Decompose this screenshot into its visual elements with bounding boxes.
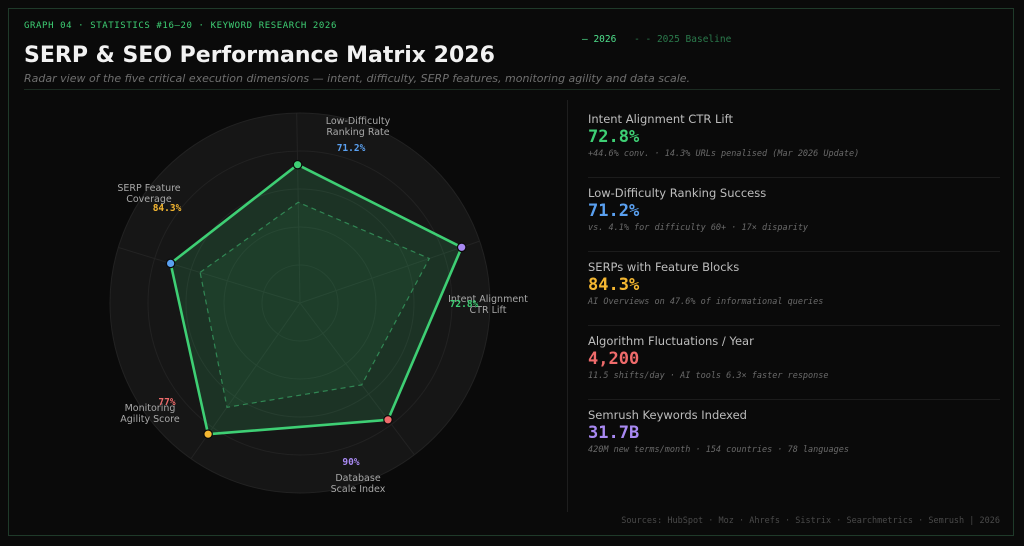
stat-card: Semrush Keywords Indexed 31.7B 420M new te… [588, 400, 1000, 473]
axis-label: Low-Difficulty Ranking Rate [326, 116, 391, 138]
axis-label-line: Monitoring [125, 403, 176, 414]
stat-card: Low-Difficulty Ranking Success 71.2% vs. 4… [588, 178, 1000, 252]
radar-spoke [299, 240, 480, 304]
value-label: 77% [158, 397, 175, 408]
axis-label-line: Database [335, 473, 380, 484]
sources-footer: Sources: HubSpot · Moz · Ahrefs · Sistri… [621, 516, 1000, 526]
axis-label-line: Agility Score [120, 414, 180, 425]
axis-label: Database Scale Index [331, 473, 386, 495]
radar-ring [147, 150, 453, 456]
stat-card: Intent Alignment CTR Lift 72.8% +44.6% con… [588, 104, 1000, 178]
stat-label: Intent Alignment CTR Lift [588, 112, 733, 126]
panel-divider [567, 100, 568, 512]
stat-label: Algorithm Fluctuations / Year [588, 334, 754, 348]
chart-legend: — 2026 - - 2025 Baseline [582, 34, 731, 45]
data-point [292, 159, 303, 170]
stat-note: AI Overviews on 47.6% of informational q… [588, 297, 824, 307]
radar-ring [109, 112, 491, 494]
axis-label: Intent Alignment CTR Lift [448, 294, 528, 316]
data-point [203, 429, 213, 439]
header-divider [24, 89, 1000, 90]
data-point [165, 258, 176, 269]
page-frame [8, 8, 1014, 536]
stat-value: 71.2% [588, 201, 640, 221]
stat-note: vs. 4.1% for difficulty 60+ · 17× dispar… [588, 223, 809, 233]
axis-label: SERP Feature Coverage [117, 183, 180, 205]
value-label: 84.3% [153, 203, 182, 214]
radar-spoke [118, 246, 301, 304]
stat-value: 84.3% [588, 275, 640, 295]
axis-label-line: Scale Index [331, 484, 386, 495]
value-label: 71.2% [337, 143, 366, 154]
radar-chart: Low-Difficulty Ranking Rate Intent Alignme… [109, 112, 528, 495]
stat-value: 4,200 [588, 349, 640, 369]
axis-label-line: SERP Feature [117, 183, 180, 194]
radar-spoke [299, 302, 415, 456]
series-2025-baseline [199, 201, 431, 408]
data-point [383, 414, 393, 425]
axis-label-line: Ranking Rate [326, 127, 389, 138]
stat-card: Algorithm Fluctuations / Year 4,200 11.5 s… [588, 326, 1000, 400]
stat-card: SERPs with Feature Blocks 84.3% AI Overvie… [588, 252, 1000, 326]
radar-spoke [296, 113, 301, 304]
stats-panel: Intent Alignment CTR Lift 72.8% +44.6% con… [588, 104, 1000, 473]
page-subtitle: Radar view of the five critical executio… [24, 72, 691, 85]
value-label: 90% [342, 457, 359, 468]
radar-ring [185, 188, 415, 418]
axis-label: Monitoring Agility Score [120, 403, 180, 425]
graph-tagline: GRAPH 04 · STATISTICS #16–20 · KEYWORD R… [24, 21, 337, 31]
stat-note: +44.6% conv. · 14.3% URLs penalised (Mar… [588, 149, 860, 159]
page-title: SERP & SEO Performance Matrix 2026 [24, 43, 495, 68]
data-point [456, 242, 467, 253]
stat-note: 420M new terms/month · 154 countries · 7… [588, 445, 849, 455]
series-2026 [169, 163, 464, 436]
axis-label-line: Low-Difficulty [326, 116, 391, 127]
stat-value: 31.7B [588, 423, 640, 443]
stat-label: Semrush Keywords Indexed [588, 408, 747, 422]
radar-ring [261, 264, 339, 342]
stat-note: 11.5 shifts/day · AI tools 6.3× faster r… [588, 371, 829, 381]
radar-ring [223, 226, 377, 380]
value-label: 72.8% [450, 299, 479, 310]
axis-label-line: CTR Lift [470, 305, 507, 316]
legend-2025-baseline: - - 2025 Baseline [634, 34, 732, 45]
stat-label: SERPs with Feature Blocks [588, 260, 740, 274]
axis-label-line: Coverage [126, 194, 172, 205]
legend-2026: — 2026 [582, 34, 617, 45]
stat-value: 72.8% [588, 127, 640, 147]
stat-label: Low-Difficulty Ranking Success [588, 186, 767, 200]
axis-label-line: Intent Alignment [448, 294, 528, 305]
